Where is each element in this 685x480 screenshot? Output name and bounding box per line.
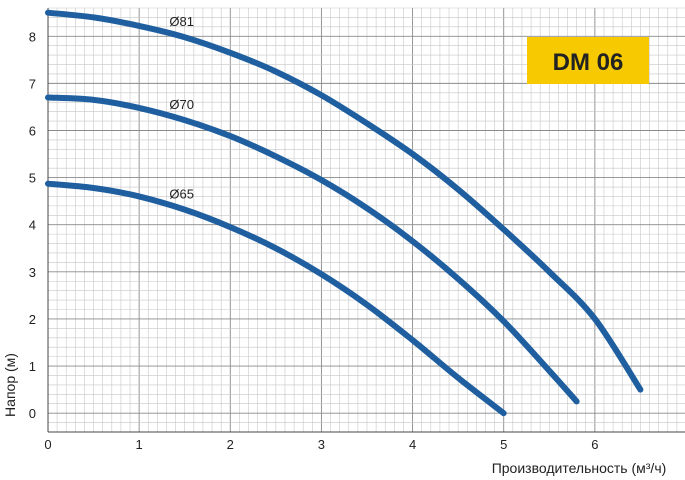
x-tick-label: 3 [318,437,325,452]
y-tick-label: 3 [29,265,36,280]
x-tick-label: 4 [409,437,416,452]
y-tick-label: 6 [29,123,36,138]
series-label: Ø65 [169,187,194,202]
series-label: Ø70 [169,97,194,112]
y-tick-label: 7 [29,76,36,91]
y-axis-label: Напор (м) [2,353,18,417]
x-tick-label: 5 [500,437,507,452]
y-tick-label: 5 [29,171,36,186]
model-badge-label: DM 06 [553,49,624,76]
y-tick-label: 1 [29,359,36,374]
x-tick-label: 6 [591,437,598,452]
x-tick-label: 2 [227,437,234,452]
x-tick-label: 1 [136,437,143,452]
axes: 0 1 2 3 4 5 6 0 1 2 3 4 5 6 7 8 [29,8,685,452]
x-tick-label: 0 [44,437,51,452]
series-line [45,180,507,417]
series-layer: Ø81 Ø70 Ø65 [45,9,644,417]
y-tick-label: 0 [29,406,36,421]
model-badge-background [527,37,649,84]
series-label: Ø81 [169,14,194,29]
y-tick-label: 4 [29,218,36,233]
series-line [45,9,644,393]
x-axis-label: Производительность (м³/ч) [492,460,667,476]
y-tick-label: 2 [29,312,36,327]
y-tick-label: 8 [29,29,36,44]
model-badge: DM 06 [527,37,649,84]
series-line [45,94,580,405]
